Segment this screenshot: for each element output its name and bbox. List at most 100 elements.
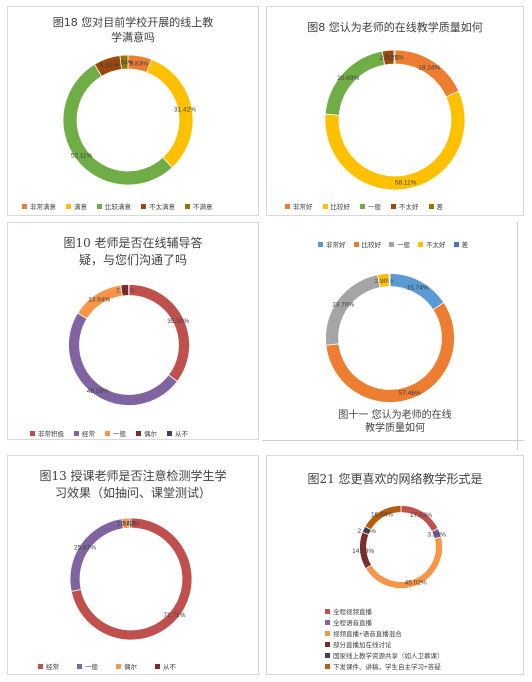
legend-label: 一般: [397, 242, 410, 249]
data-label: 17.53%: [410, 512, 432, 519]
legend-label: 非常好: [326, 242, 346, 249]
legend-item: 下发课件、讲稿，学生自主学习+答疑: [325, 661, 444, 671]
data-label: 0.25%: [385, 55, 404, 62]
legend-label: 一般: [368, 204, 381, 211]
legend-label: 视频直播+语音直播混合: [333, 631, 402, 638]
data-label: 18.24%: [418, 65, 440, 72]
legend-swatch: [325, 619, 330, 625]
donut-slice: [325, 301, 455, 403]
chart-title: 图18 您对目前学校开展的线上教学满意吗: [52, 16, 214, 44]
legend-label: 偶尔: [124, 664, 137, 671]
legend-swatch: [325, 663, 330, 669]
legend-label: 非常满意: [30, 204, 56, 211]
data-label: 13.94%: [88, 296, 110, 303]
legend-label: 偶尔: [144, 431, 157, 438]
legend-item: 一般: [77, 661, 98, 671]
legend-item: 满意: [66, 201, 87, 211]
donut-slice: [128, 517, 132, 529]
legend-item: 非常好: [285, 201, 313, 211]
donut-slice: [388, 273, 391, 287]
legend-swatch: [30, 430, 35, 436]
data-label: 20.69%: [337, 75, 359, 82]
donut-slice: [364, 505, 402, 531]
legend-item: 一般: [389, 239, 410, 249]
legend-swatch: [325, 608, 330, 614]
legend-item: 偶尔: [116, 661, 137, 671]
legend-label: 不太好: [426, 242, 446, 249]
legend-swatch: [97, 203, 102, 209]
data-label: 15.74%: [407, 284, 429, 291]
legend-item: 经常: [74, 428, 95, 438]
donut-slice: [128, 284, 190, 383]
legend-item: 差: [428, 201, 444, 211]
legend-item: 视频直播+语音直播混合: [325, 628, 444, 638]
legend-label: 不太满意: [149, 204, 175, 211]
donut-chart: 17.53% 3.56% 45.02% 14.53% 2.45% 16.64%: [352, 505, 446, 589]
chart-panel-fig18: 图18 您对目前学校开展的线上教学满意吗 5.83% 31.42% 52.11% 6.…: [7, 6, 259, 216]
legend-swatch: [391, 203, 396, 209]
data-label: 3.56%: [427, 531, 446, 538]
legend-swatch: [325, 652, 330, 658]
legend-swatch: [389, 241, 394, 247]
legend-item: 不太好: [418, 239, 446, 249]
legend-label: 不满意: [193, 204, 213, 211]
legend-label: 下发课件、讲稿，学生自主学习+答疑: [333, 664, 441, 671]
data-label: 58.11%: [395, 180, 417, 187]
legend-item: 从不: [167, 428, 188, 438]
data-label: 71.71%: [163, 612, 185, 619]
data-label: 2.45%: [357, 528, 376, 535]
legend-swatch: [136, 430, 141, 436]
divider: [517, 222, 518, 450]
legend-label: 经常: [46, 664, 59, 671]
chart-legend: 非常满意 满意 比较满意 不太满意 不满意: [22, 201, 213, 211]
legend-swatch: [74, 430, 79, 436]
legend-swatch: [428, 203, 434, 209]
legend-label: 比较好: [361, 242, 382, 249]
donut-slice: [324, 90, 466, 191]
chart-panel-fig10: 图10 老师是否在线辅导答疑，与您们沟通了吗 35.30% 48.59% 13.94…: [7, 222, 259, 440]
chart-panel-fig13: 图13 授课老师是否注意检测学生学习效果（如抽问、课堂测试） 71.71% 25.…: [7, 455, 259, 675]
legend-label: 差: [461, 242, 469, 249]
chart-title: 图8 您认为老师的在线教学质量如何: [307, 21, 483, 34]
data-label: 35.30%: [167, 318, 189, 325]
legend-item: 偶尔: [136, 428, 157, 438]
data-label: 16.64%: [371, 512, 393, 519]
legend-item: 比较好: [322, 201, 351, 211]
legend-label: 一般: [85, 664, 98, 671]
donut-slice: [325, 274, 381, 346]
legend-label: 从不: [175, 431, 188, 438]
chart-legend: 非常好 比较好 一般 不太好 差: [318, 239, 468, 249]
chart-title: 图13 授课老师是否注意检测学生学习效果（如抽问、课堂测试）: [39, 469, 227, 500]
legend-label: 差: [436, 204, 444, 211]
data-label: 5.83%: [130, 61, 149, 68]
data-label: 52.11%: [71, 152, 93, 159]
data-label: 57.46%: [399, 390, 421, 397]
legend-item: 部分直播加在线讨论: [325, 639, 444, 649]
chart-title: 图十一 您认为老师的在线教学质量如何: [338, 410, 452, 434]
legend-item: 一般: [360, 201, 381, 211]
chart-panel-fig11: 非常好 比较好 一般 不太好 差 15.74% 57.46% 23.70% 2.90% 图十一…: [266, 222, 524, 440]
chart-legend: 非常积极 经常 一般 偶尔 从不: [30, 428, 188, 438]
legend-swatch: [325, 630, 330, 636]
data-label: 2.70%: [379, 55, 398, 62]
legend-swatch: [418, 241, 423, 247]
legend-item: 全程视频直播: [325, 606, 444, 616]
legend-label: 一般: [113, 431, 126, 438]
data-label: 2.90%: [375, 278, 394, 285]
donut-chart: 15.74% 57.46% 23.70% 2.90%: [325, 273, 455, 403]
legend-label: 部分直播加在线讨论: [333, 642, 392, 649]
donut-slice: [324, 50, 386, 116]
legend-label: 比较好: [330, 204, 351, 211]
data-label: 48.59%: [87, 388, 109, 395]
legend-swatch: [185, 203, 190, 209]
legend-item: 差: [453, 239, 469, 249]
donut-slice: [69, 518, 124, 592]
legend-item: 从不: [155, 661, 176, 671]
legend-item: 不太满意: [141, 201, 175, 211]
legend-item: 经常: [38, 661, 59, 671]
data-label: 1.97%: [117, 521, 136, 528]
donut-chart: 35.30% 48.59% 13.94% 2.11%: [68, 284, 190, 406]
legend-label: 全程视频直播: [333, 609, 372, 616]
legend-swatch: [353, 241, 359, 247]
legend-label: 比较满意: [105, 204, 131, 211]
